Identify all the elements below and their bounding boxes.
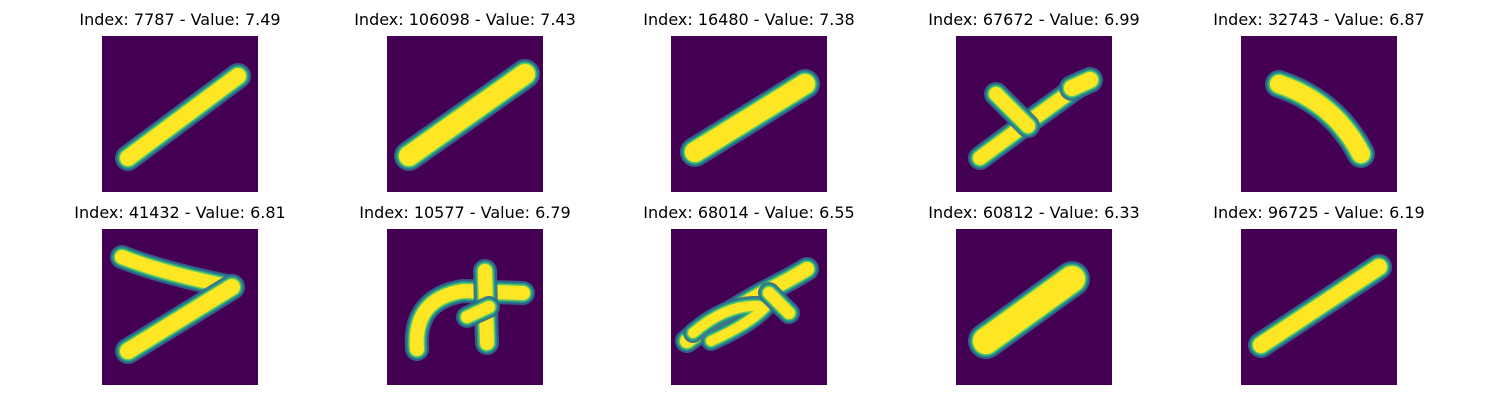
digit-image-loop-stroke — [671, 229, 827, 385]
image-panel: Index: 10577 - Value: 6.79 — [323, 193, 607, 385]
digit-stroke — [120, 279, 240, 359]
digit-image-curved-down-stroke — [1241, 36, 1397, 192]
digit-image — [387, 229, 543, 385]
digit-stroke — [1064, 72, 1098, 96]
image-panel: Index: 68014 - Value: 6.55 — [607, 193, 891, 385]
digit-image-arch-cross — [387, 229, 543, 385]
panel-title: Index: 68014 - Value: 6.55 — [643, 203, 855, 222]
panel-title: Index: 32743 - Value: 6.87 — [1213, 10, 1425, 29]
digit-image-diag-stroke-thick — [387, 36, 543, 192]
panel-title: Index: 7787 - Value: 7.49 — [79, 10, 281, 29]
digit-stroke — [763, 287, 795, 319]
digit-stroke — [973, 266, 1085, 354]
digit-image-seven-shape — [102, 229, 258, 385]
digit-image — [1241, 36, 1397, 192]
panel-title: Index: 10577 - Value: 6.79 — [359, 203, 571, 222]
digit-image-diag-stroke — [102, 36, 258, 192]
digit-image — [956, 229, 1112, 385]
digit-stroke — [688, 301, 770, 346]
panel-title: Index: 106098 - Value: 7.43 — [354, 10, 576, 29]
digit-image — [102, 229, 258, 385]
panel-title: Index: 60812 - Value: 6.33 — [928, 203, 1140, 222]
image-panel: Index: 32743 - Value: 6.87 — [1177, 0, 1461, 192]
digit-image-diag-stroke-short — [671, 36, 827, 192]
digit-image — [387, 36, 543, 192]
image-panel: Index: 16480 - Value: 7.38 — [607, 0, 891, 192]
digit-image-diag-stroke-long — [1241, 229, 1397, 385]
digit-image-diag-stroke-branch — [956, 36, 1112, 192]
digit-image — [102, 36, 258, 192]
digit-stroke — [989, 87, 1035, 133]
panel-title: Index: 41432 - Value: 6.81 — [74, 203, 286, 222]
image-panel: Index: 7787 - Value: 7.49 — [38, 0, 322, 192]
image-panel: Index: 60812 - Value: 6.33 — [892, 193, 1176, 385]
image-panel: Index: 67672 - Value: 6.99 — [892, 0, 1176, 192]
panel-title: Index: 67672 - Value: 6.99 — [928, 10, 1140, 29]
digit-image-thick-blob-stroke — [956, 229, 1112, 385]
panel-title: Index: 16480 - Value: 7.38 — [643, 10, 855, 29]
digit-image — [956, 36, 1112, 192]
image-panel: Index: 106098 - Value: 7.43 — [323, 0, 607, 192]
digit-image — [671, 229, 827, 385]
digit-stroke — [399, 64, 535, 166]
panel-title: Index: 96725 - Value: 6.19 — [1213, 203, 1425, 222]
digit-stroke — [685, 74, 815, 162]
digit-stroke — [461, 301, 495, 323]
digit-stroke — [1253, 259, 1387, 353]
digit-stroke — [120, 68, 246, 166]
image-panel: Index: 96725 - Value: 6.19 — [1177, 193, 1461, 385]
image-panel: Index: 41432 - Value: 6.81 — [38, 193, 322, 385]
digit-image — [671, 36, 827, 192]
digit-stroke — [409, 284, 530, 356]
digit-image — [1241, 229, 1397, 385]
digit-stroke — [1270, 75, 1370, 163]
